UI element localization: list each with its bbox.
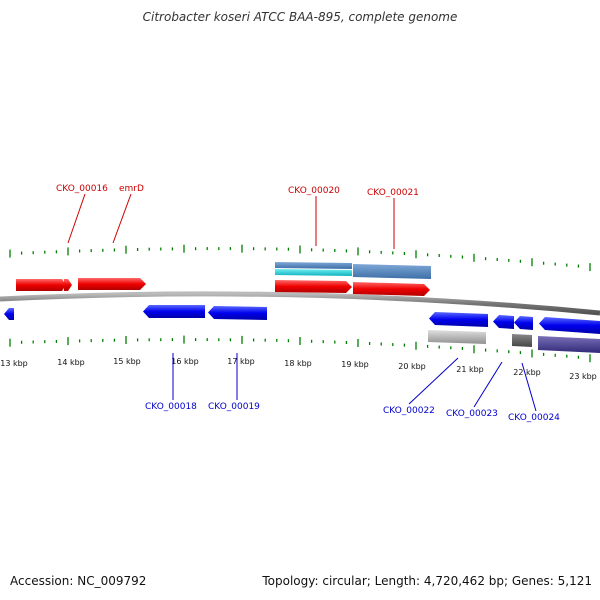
label-cko00024[interactable]: CKO_00024 [508,413,560,423]
label-leader-lines [67,193,537,412]
feature-box-gray[interactable] [428,330,486,344]
gene-arrow-reverse-small-2[interactable] [514,316,533,330]
gene-arrow-emrd-small[interactable] [64,279,72,291]
reverse-feature-boxes [428,330,600,353]
kbp-tick-labels: 13 kbp 14 kbp 15 kbp 16 kbp 17 kbp 18 kbp 19 k… [0,357,597,381]
page-title: Citrobacter koseri ATCC BAA-895, complet… [142,10,458,24]
leader-cko00023 [473,361,503,408]
tick-label: 18 kbp [284,359,312,368]
leader-cko00024 [521,362,537,412]
feature-box-dark-gray[interactable] [512,334,532,347]
genome-backbone [0,291,600,316]
tick-label: 20 kbp [398,362,426,371]
label-cko00023[interactable]: CKO_00023 [446,409,498,419]
forward-strand-genes [16,278,430,296]
tick-label: 21 kbp [456,365,484,374]
tick-label: 23 kbp [569,372,597,381]
feature-boxes [275,262,431,279]
label-cko00021[interactable]: CKO_00021 [367,188,419,198]
tick-label: 15 kbp [113,357,141,366]
leader-emrd [112,193,132,244]
feature-box-purple[interactable] [538,336,600,353]
gene-arrow-cko00021[interactable] [353,282,430,296]
leader-cko00016 [67,193,86,244]
leader-cko00022 [408,357,459,405]
gene-arrow-cko00020[interactable] [275,280,352,293]
tick-label: 17 kbp [227,357,255,366]
reverse-strand-genes [4,305,600,334]
gene-arrow-cko00019[interactable] [208,306,267,320]
tick-label: 22 kbp [513,368,541,377]
label-cko00019[interactable]: CKO_00019 [208,402,260,412]
accession-text: Accession: NC_009792 [10,574,147,588]
feature-box-steel-2[interactable] [353,264,431,279]
label-cko00020[interactable]: CKO_00020 [288,186,340,196]
topology-length-genes: Topology: circular; Length: 4,720,462 bp… [262,574,592,588]
gene-arrow-reverse-edge[interactable] [4,308,14,320]
tick-label: 19 kbp [341,360,369,369]
label-cko00022[interactable]: CKO_00022 [383,406,435,416]
label-cko00016[interactable]: CKO_00016 [56,184,108,194]
gene-arrow-cko00024[interactable] [539,317,600,334]
tick-label: 14 kbp [57,358,85,367]
inner-tick-marks [9,335,591,363]
feature-box-cyan[interactable] [275,269,352,276]
gene-arrow-emrd[interactable] [78,278,146,290]
feature-box-steel-1[interactable] [275,262,352,269]
outer-tick-marks [9,244,591,272]
tick-label: 16 kbp [171,357,199,366]
label-emrd[interactable]: emrD [119,184,144,194]
tick-label: 13 kbp [0,359,28,368]
gene-arrow-cko00022[interactable] [429,312,488,327]
gene-labels: CKO_00016 emrD CKO_00020 CKO_00021 CKO_0… [56,184,560,423]
gene-arrow-cko00016[interactable] [16,279,66,291]
label-cko00018[interactable]: CKO_00018 [145,402,197,412]
gene-arrow-reverse-small-1[interactable] [493,315,514,329]
gene-arrow-cko00018[interactable] [143,305,205,318]
